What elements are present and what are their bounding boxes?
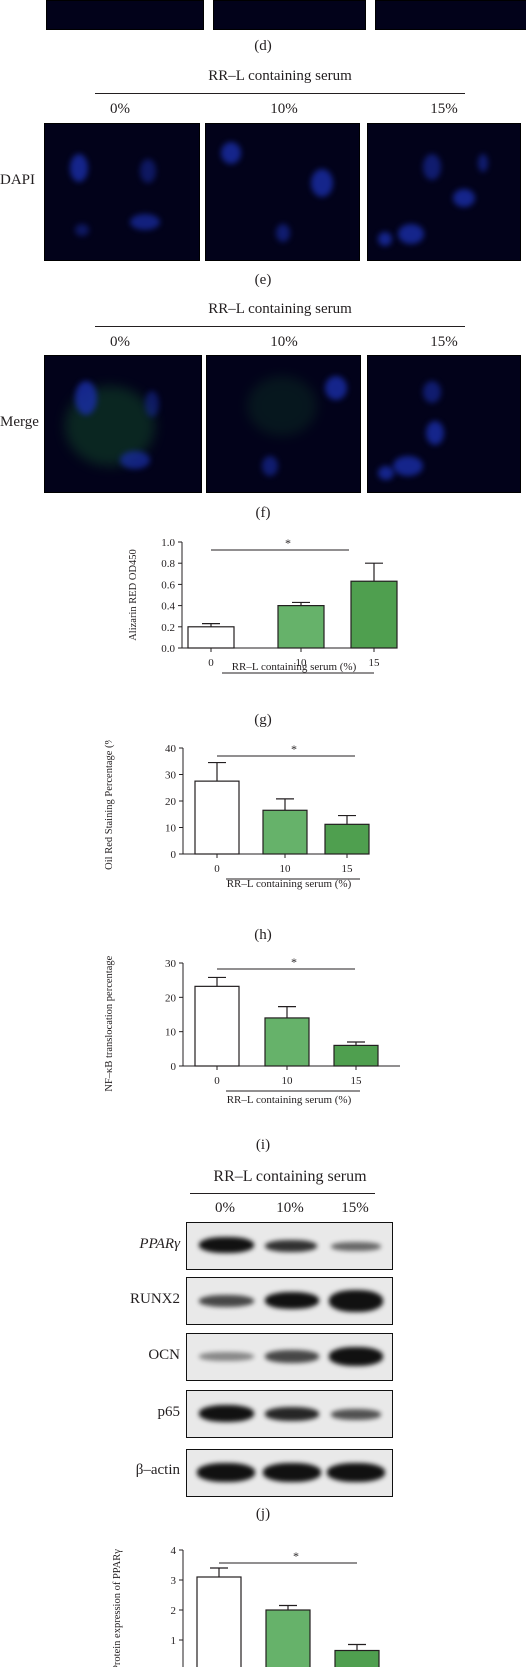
blot-beta-actin <box>186 1449 393 1497</box>
bar-10 <box>264 1017 310 1067</box>
blot-label-beta-actin: β–actin <box>135 1462 180 1478</box>
blot-ppar <box>186 1222 393 1270</box>
col-label-f-10: 10% <box>270 334 298 350</box>
x-tick-label: 15 <box>351 1075 363 1087</box>
y-tick-label: 0.2 <box>161 622 175 634</box>
bar-10 <box>262 809 308 855</box>
y-tick-label: 3 <box>171 1575 177 1587</box>
y-tick-label: 10 <box>165 823 177 835</box>
col-label-e-10: 10% <box>270 101 298 117</box>
chart-alizarin-red: 0.0 0.2 0.4 0.6 0.8 1.0 Alizarin RED OD450 0 10 1… <box>128 536 398 674</box>
x-tick-label: 15 <box>342 863 354 875</box>
group-title-e: RR–L containing serum <box>208 68 352 84</box>
significance-marker: * <box>291 955 297 969</box>
bar-0 <box>196 1576 242 1667</box>
col-label-j-0: 0% <box>215 1200 235 1216</box>
panel-label-i: (i) <box>255 1137 271 1153</box>
bar-15 <box>324 823 370 855</box>
blot-p65 <box>186 1390 393 1438</box>
blot-label-runx2: RUNX2 <box>129 1291 180 1307</box>
micrograph-f-15 <box>367 355 521 493</box>
y-tick-label: 0.6 <box>161 579 175 591</box>
x-tick-label: 0 <box>214 863 220 875</box>
x-axis-label: RR–L containing serum (%) <box>232 661 357 673</box>
bar-10 <box>265 1609 311 1667</box>
group-rule-j <box>190 1193 375 1194</box>
x-tick-label: 10 <box>296 657 308 669</box>
x-axis-label: RR–L containing serum (%) <box>227 878 352 890</box>
y-tick-label: 0 <box>171 849 177 861</box>
y-tick-label: 10 <box>165 1027 177 1039</box>
y-tick-label: 0 <box>171 1061 177 1073</box>
bar-0 <box>194 780 240 855</box>
y-tick-label: 1.0 <box>161 537 175 549</box>
x-tick-label: 0 <box>214 1075 220 1087</box>
micrograph-e-15 <box>367 123 521 261</box>
chart-ppar-protein: 1 2 3 4 Protein expression of PPARγ * <box>112 1545 380 1667</box>
y-tick-label: 1 <box>171 1635 177 1647</box>
bar-0 <box>194 985 240 1067</box>
y-tick-label: 0.0 <box>161 643 175 655</box>
group-rule-f <box>95 326 465 327</box>
panel-label-h: (h) <box>254 927 272 943</box>
panel-label-d: (d) <box>254 38 272 54</box>
panel-label-e: (e) <box>254 272 272 288</box>
chart-oil-red: 0 10 20 30 40 Oil Red Staining Percentage (%)… <box>104 740 370 890</box>
blot-label-ppar: PPARγ <box>139 1236 180 1252</box>
y-tick-label: 0.4 <box>161 601 175 613</box>
blot-runx2 <box>186 1277 393 1325</box>
y-tick-label: 2 <box>171 1605 177 1617</box>
y-tick-label: 30 <box>165 958 177 970</box>
y-tick-label: 0.8 <box>161 558 175 570</box>
significance-marker: * <box>291 742 297 756</box>
x-tick-label: 15 <box>369 657 381 669</box>
y-tick-label: 20 <box>165 992 177 1004</box>
y-tick-label: 20 <box>165 796 177 808</box>
col-label-f-0: 0% <box>110 334 130 350</box>
group-rule-e <box>95 93 465 94</box>
panel-label-g: (g) <box>254 712 272 728</box>
blot-ocn <box>186 1333 393 1381</box>
chart-nfkb: 0 10 20 30 NF–κB translocation percentage (%… <box>104 953 400 1106</box>
bar-10 <box>277 604 325 649</box>
micrograph-d-0 <box>46 0 204 30</box>
blot-label-ocn: OCN <box>148 1347 180 1363</box>
micrograph-e-10 <box>205 123 360 261</box>
y-axis-label: NF–κB translocation percentage (%) <box>104 953 115 1092</box>
micrograph-e-0 <box>44 123 200 261</box>
micrograph-d-15 <box>375 0 526 30</box>
row-label-dapi: DAPI <box>0 172 36 188</box>
blot-label-p65: p65 <box>157 1404 181 1420</box>
y-axis-label: Protein expression of PPARγ <box>112 1549 123 1667</box>
y-axis-label: Alizarin RED OD450 <box>128 549 139 641</box>
y-tick-label: 40 <box>165 743 177 755</box>
col-label-j-10: 10% <box>276 1200 304 1216</box>
y-tick-label: 30 <box>165 770 177 782</box>
x-tick-label: 0 <box>208 657 214 669</box>
col-label-j-15: 15% <box>341 1200 369 1216</box>
row-label-merge: Merge <box>0 414 39 430</box>
bar-15 <box>350 580 398 649</box>
group-title-f: RR–L containing serum <box>208 301 352 317</box>
y-axis-label: Oil Red Staining Percentage (%) <box>104 740 115 870</box>
col-label-e-0: 0% <box>110 101 130 117</box>
col-label-e-15: 15% <box>430 101 458 117</box>
y-tick-label: 4 <box>171 1545 177 1557</box>
micrograph-f-0 <box>44 355 202 493</box>
x-tick-label: 10 <box>282 1075 294 1087</box>
micrograph-d-10 <box>213 0 366 30</box>
x-tick-label: 10 <box>280 863 292 875</box>
panel-label-j: (j) <box>255 1506 271 1522</box>
x-axis-label: RR–L containing serum (%) <box>227 1094 352 1106</box>
significance-marker: * <box>293 1549 299 1563</box>
group-title-j: RR–L containing serum <box>213 1168 367 1185</box>
bar-15 <box>334 1649 380 1667</box>
bar-0 <box>187 626 235 649</box>
col-label-f-15: 15% <box>430 334 458 350</box>
significance-marker: * <box>285 536 291 550</box>
bar-15 <box>333 1044 379 1067</box>
micrograph-f-10 <box>206 355 361 493</box>
panel-label-f: (f) <box>255 505 271 521</box>
